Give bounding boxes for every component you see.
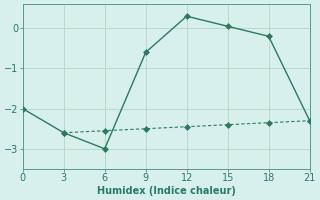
X-axis label: Humidex (Indice chaleur): Humidex (Indice chaleur) [97, 186, 236, 196]
